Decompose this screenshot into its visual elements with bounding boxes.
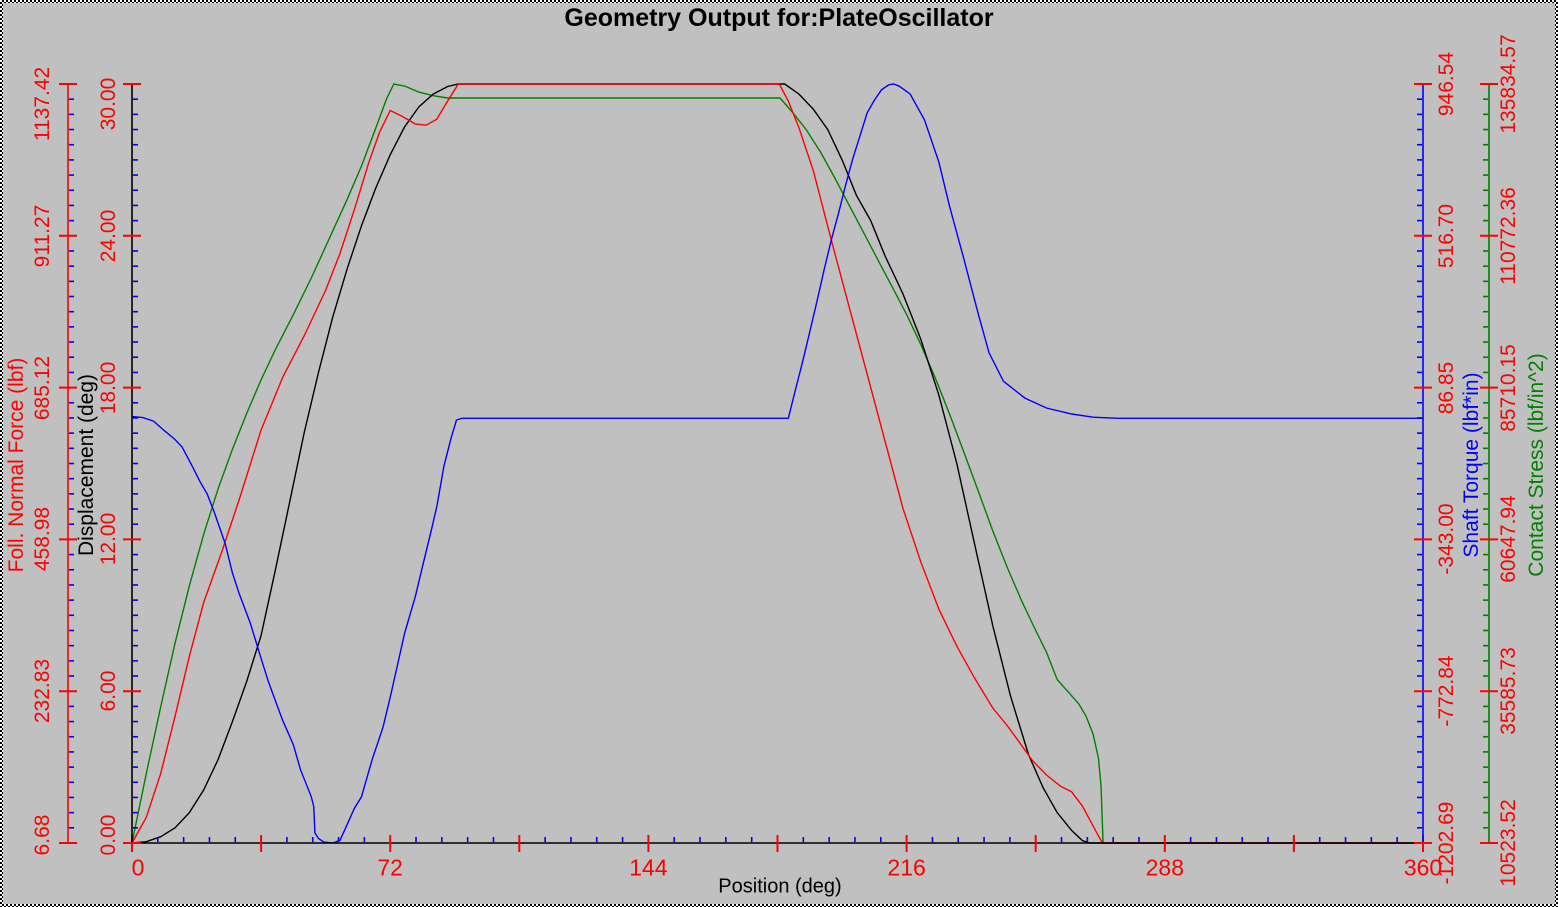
y-axis-label-stress: Contact Stress (lbf/in^2): [1525, 353, 1548, 577]
y-tick-label-displacement: 30.00: [97, 77, 120, 131]
x-tick-label: 144: [629, 854, 668, 881]
x-axis-label: Position (deg): [718, 875, 842, 898]
y-tick-label-torque: -343.00: [1435, 503, 1458, 576]
y-tick-label-force: 685.12: [31, 355, 54, 420]
y-tick-label-stress: 85710.15: [1497, 343, 1520, 432]
x-tick-label: 216: [887, 854, 926, 881]
y-tick-label-torque: 516.70: [1435, 203, 1458, 268]
series-force-line: [131, 83, 1423, 844]
y-tick-label-torque: 86.85: [1435, 361, 1458, 414]
series-displacement-line: [131, 83, 1423, 844]
y-tick-label-displacement: 12.00: [97, 513, 120, 566]
y-axis-label-displacement: Displacement (deg): [75, 373, 98, 557]
y-axis-label-force: Foll. Normal Force (lbf): [5, 357, 28, 573]
x-tick-label: 360: [1403, 854, 1443, 881]
series-torque-line: [131, 83, 1423, 844]
x-tick-label: 288: [1145, 854, 1184, 881]
y-tick-label-stress: 135834.57: [1497, 34, 1520, 134]
y-tick-label-torque: -1202.69: [1435, 801, 1458, 885]
y-tick-label-displacement: 6.00: [97, 670, 120, 712]
y-tick-label-stress: 10523.52: [1497, 799, 1520, 887]
x-tick-label: 0: [131, 854, 145, 881]
y-tick-label-force: 911.27: [31, 204, 54, 268]
y-tick-label-force: 6.68: [31, 814, 54, 856]
y-tick-label-torque: 946.54: [1435, 51, 1458, 117]
y-axis-label-torque: Shaft Torque (lbf*in): [1460, 372, 1483, 558]
y-tick-label-displacement: 24.00: [97, 209, 120, 263]
y-tick-label-force: 232.83: [31, 659, 54, 724]
y-tick-label-displacement: 0.00: [97, 814, 120, 856]
y-tick-label-stress: 35585.73: [1497, 647, 1520, 735]
y-tick-label-torque: -772.84: [1435, 655, 1458, 727]
x-tick-label: 72: [377, 854, 403, 881]
y-tick-label-force: 1137.42: [31, 66, 54, 142]
chart-title: Geometry Output for:PlateOscillator: [564, 4, 994, 32]
chart-canvas: [59, 83, 1498, 852]
chart-area: Geometry Output for:PlateOscillator Foll…: [3, 3, 1555, 904]
y-tick-label-stress: 110772.36: [1497, 186, 1520, 285]
y-tick-label-displacement: 18.00: [97, 361, 120, 414]
y-tick-label-stress: 60647.94: [1497, 495, 1520, 584]
series-stress-line: [131, 83, 1423, 844]
y-tick-label-force: 458.98: [31, 507, 54, 572]
